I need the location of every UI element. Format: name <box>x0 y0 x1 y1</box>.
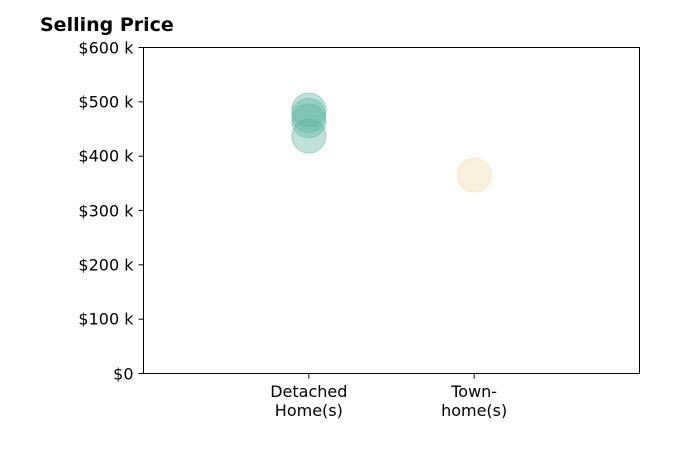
point <box>291 97 327 133</box>
y-tick-label: $400 k <box>78 146 134 166</box>
y-tick-label: $300 k <box>78 201 134 220</box>
plot-frame <box>143 47 640 374</box>
x-tick-label: Detached Home(s) <box>270 381 348 420</box>
y-tick-label: $0 <box>113 364 134 383</box>
y-tick-label: $500 k <box>78 92 134 112</box>
y-tick-label: $100 k <box>78 309 134 329</box>
point <box>291 92 327 128</box>
x-tick-label: Town- home(s) <box>441 381 508 420</box>
point <box>291 103 327 139</box>
chart-title: Selling Price <box>40 14 174 36</box>
y-tick-label: $200 k <box>78 255 134 275</box>
point <box>291 118 327 154</box>
point <box>456 157 492 193</box>
y-tick-label: $600 k <box>78 38 134 57</box>
